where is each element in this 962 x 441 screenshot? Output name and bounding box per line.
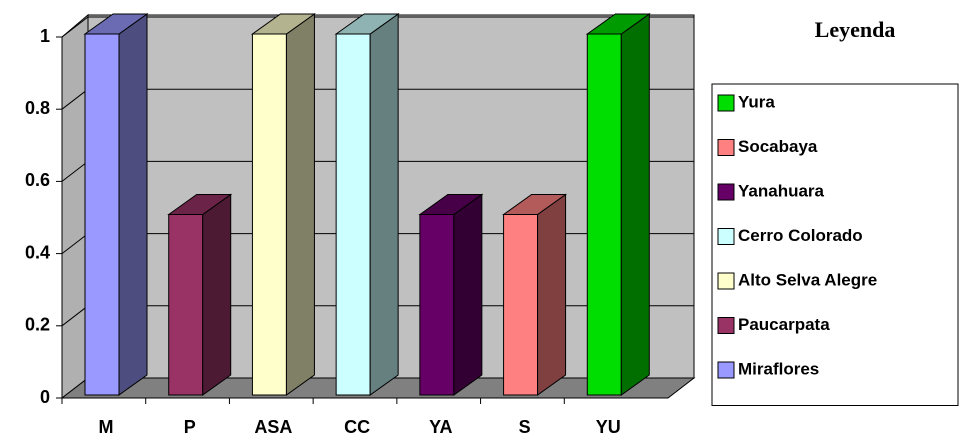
bar-side (620, 13, 650, 396)
bar-side (118, 13, 148, 396)
bar-top (83, 13, 149, 35)
legend-label: Miraflores (738, 359, 819, 378)
legend-box (711, 83, 959, 406)
grid-line (61, 305, 89, 327)
bar-front (251, 33, 287, 396)
bar-front (586, 33, 622, 396)
bar (167, 193, 233, 396)
bar-top (334, 13, 400, 35)
y-tick-label: 1 (40, 26, 50, 46)
y-tick-label: 0.2 (25, 315, 50, 335)
bar-top (250, 13, 316, 35)
grid-line (61, 88, 89, 110)
legend-label: Alto Selva Alegre (738, 270, 877, 289)
bar (334, 13, 400, 396)
y-tick-label: 0.8 (25, 98, 50, 118)
bar-side (369, 13, 399, 396)
grid-line (61, 161, 89, 182)
legend-swatch (717, 139, 735, 156)
y-tick-label: 0.4 (25, 242, 50, 262)
side-wall (61, 13, 89, 400)
bar-top (585, 13, 651, 35)
legend-label: Paucarpata (738, 315, 830, 334)
bar-top (167, 194, 233, 215)
legend-label: Cerro Colorado (738, 226, 863, 245)
legend-swatch (717, 228, 735, 245)
legend-swatch (717, 94, 735, 112)
legend-title: Leyenda (815, 17, 896, 42)
bar-top (502, 194, 568, 215)
bar-front (335, 33, 371, 396)
bar-front (168, 214, 204, 396)
bar (83, 13, 149, 396)
bar-side (453, 193, 483, 396)
bar-side (537, 193, 567, 396)
y-tick-label: 0 (40, 387, 50, 407)
x-tick-label: YA (429, 417, 452, 437)
grid-line (61, 16, 89, 38)
legend-label: Socabaya (738, 137, 818, 156)
bar-front (84, 33, 120, 396)
bar (585, 13, 651, 396)
bar-side (285, 13, 315, 396)
legend-swatch (717, 183, 735, 201)
bar-front (419, 214, 455, 396)
legend-label: Yura (738, 92, 775, 111)
x-tick-label: P (184, 417, 196, 437)
x-tick-label: M (99, 417, 114, 437)
bar-front (503, 214, 539, 396)
bar-side (202, 193, 232, 396)
bar-top (418, 194, 484, 215)
bar (418, 193, 484, 396)
legend-label: Yanahuara (738, 181, 825, 200)
y-tick-label: 0.6 (25, 170, 50, 190)
x-tick-label: YU (596, 417, 621, 437)
x-tick-label: ASA (254, 417, 292, 437)
x-tick-label: CC (344, 417, 370, 437)
grid-line (61, 233, 89, 254)
bar (502, 193, 568, 396)
bar (250, 13, 316, 396)
x-tick-label: S (519, 417, 531, 437)
legend-swatch (717, 361, 735, 379)
legend-swatch (717, 317, 735, 334)
legend-swatch (717, 272, 735, 290)
